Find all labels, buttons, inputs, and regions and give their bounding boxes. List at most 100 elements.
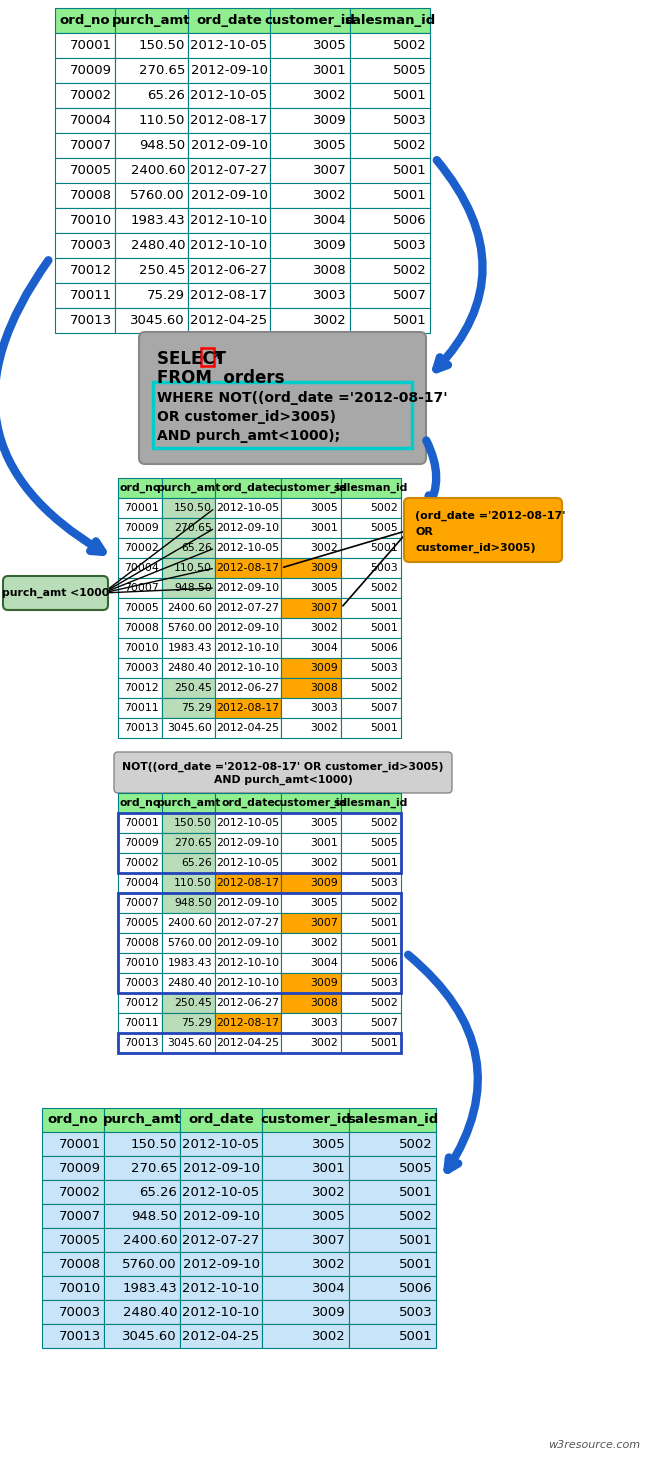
Bar bbox=[215, 1013, 281, 1033]
Text: 3002: 3002 bbox=[311, 858, 338, 868]
Bar bbox=[281, 813, 341, 833]
Text: 250.45: 250.45 bbox=[174, 998, 212, 1008]
Text: 3001: 3001 bbox=[311, 837, 338, 848]
FancyBboxPatch shape bbox=[114, 751, 452, 794]
Bar bbox=[55, 133, 115, 158]
Text: 5002: 5002 bbox=[370, 897, 398, 907]
Text: 150.50: 150.50 bbox=[139, 39, 185, 53]
Bar bbox=[162, 813, 215, 833]
Text: 70003: 70003 bbox=[59, 1306, 101, 1319]
Bar bbox=[349, 1228, 436, 1252]
Text: 5001: 5001 bbox=[393, 314, 427, 327]
Text: 5002: 5002 bbox=[370, 683, 398, 693]
Bar bbox=[215, 598, 281, 619]
Bar bbox=[350, 58, 430, 83]
Text: 5001: 5001 bbox=[399, 1186, 433, 1198]
Bar bbox=[215, 498, 281, 518]
Text: 3002: 3002 bbox=[313, 190, 347, 201]
Text: 70013: 70013 bbox=[124, 724, 159, 732]
Bar bbox=[281, 872, 341, 893]
Text: 3045.60: 3045.60 bbox=[130, 314, 185, 327]
Bar bbox=[118, 718, 162, 738]
FancyBboxPatch shape bbox=[3, 576, 108, 610]
Bar bbox=[162, 518, 215, 538]
Text: purch_amt <1000: purch_amt <1000 bbox=[2, 588, 109, 598]
Text: 5005: 5005 bbox=[393, 64, 427, 77]
Bar bbox=[349, 1252, 436, 1277]
Text: 3002: 3002 bbox=[311, 543, 338, 553]
Bar bbox=[104, 1107, 180, 1132]
Bar bbox=[118, 893, 401, 994]
Bar bbox=[55, 258, 115, 283]
Text: 2480.40: 2480.40 bbox=[122, 1306, 177, 1319]
Bar bbox=[215, 994, 281, 1013]
Bar bbox=[104, 1277, 180, 1300]
Bar bbox=[115, 233, 188, 258]
Text: 110.50: 110.50 bbox=[174, 563, 212, 573]
Text: customer_id: customer_id bbox=[274, 798, 348, 808]
Bar bbox=[341, 973, 401, 994]
Bar bbox=[270, 258, 350, 283]
Bar bbox=[341, 578, 401, 598]
Bar bbox=[118, 619, 162, 638]
Text: 3009: 3009 bbox=[312, 1306, 346, 1319]
Text: 5005: 5005 bbox=[370, 837, 398, 848]
Text: 2012-09-10: 2012-09-10 bbox=[191, 139, 268, 152]
Text: 2012-06-27: 2012-06-27 bbox=[191, 264, 268, 277]
Bar bbox=[341, 619, 401, 638]
Bar bbox=[270, 83, 350, 108]
Text: 5760.00: 5760.00 bbox=[167, 938, 212, 948]
Text: 3002: 3002 bbox=[311, 724, 338, 732]
Text: 2012-10-10: 2012-10-10 bbox=[182, 1306, 260, 1319]
Bar bbox=[162, 658, 215, 678]
Text: 3009: 3009 bbox=[311, 978, 338, 988]
Text: 2012-10-10: 2012-10-10 bbox=[182, 1281, 260, 1294]
Bar bbox=[115, 182, 188, 209]
Bar bbox=[115, 108, 188, 133]
Text: 3004: 3004 bbox=[313, 214, 347, 228]
Bar bbox=[270, 133, 350, 158]
Text: salesman_id: salesman_id bbox=[344, 15, 436, 28]
Text: 2012-06-27: 2012-06-27 bbox=[217, 998, 279, 1008]
Text: 2012-10-05: 2012-10-05 bbox=[182, 1186, 260, 1198]
Text: 3008: 3008 bbox=[311, 683, 338, 693]
Bar bbox=[118, 697, 162, 718]
Bar bbox=[215, 697, 281, 718]
Text: 3009: 3009 bbox=[313, 114, 347, 127]
Text: 75.29: 75.29 bbox=[181, 1018, 212, 1029]
Bar bbox=[350, 308, 430, 333]
Bar bbox=[270, 7, 350, 34]
Bar bbox=[349, 1180, 436, 1204]
Text: 250.45: 250.45 bbox=[139, 264, 185, 277]
Bar bbox=[350, 233, 430, 258]
Bar bbox=[281, 794, 341, 813]
Text: 3009: 3009 bbox=[311, 878, 338, 889]
Bar bbox=[341, 658, 401, 678]
Bar bbox=[270, 308, 350, 333]
Bar bbox=[270, 34, 350, 58]
Text: ord_no: ord_no bbox=[119, 483, 161, 493]
Bar bbox=[118, 658, 162, 678]
Text: customer_id: customer_id bbox=[264, 15, 355, 28]
Bar bbox=[180, 1107, 262, 1132]
Bar bbox=[118, 498, 162, 518]
Bar bbox=[162, 538, 215, 557]
Text: 5001: 5001 bbox=[393, 89, 427, 102]
Text: 5002: 5002 bbox=[370, 503, 398, 514]
Bar bbox=[162, 598, 215, 619]
Bar bbox=[115, 283, 188, 308]
Text: 2012-09-10: 2012-09-10 bbox=[191, 64, 268, 77]
Bar bbox=[115, 133, 188, 158]
Bar bbox=[104, 1300, 180, 1323]
Text: 70007: 70007 bbox=[124, 584, 159, 592]
Bar bbox=[55, 182, 115, 209]
Bar bbox=[55, 34, 115, 58]
Text: 70003: 70003 bbox=[124, 978, 159, 988]
Bar bbox=[350, 209, 430, 233]
Text: 2012-09-10: 2012-09-10 bbox=[216, 837, 279, 848]
Text: 2480.40: 2480.40 bbox=[167, 662, 212, 673]
Text: 70010: 70010 bbox=[70, 214, 112, 228]
Bar bbox=[341, 498, 401, 518]
Bar bbox=[153, 382, 412, 448]
Bar bbox=[162, 1033, 215, 1053]
